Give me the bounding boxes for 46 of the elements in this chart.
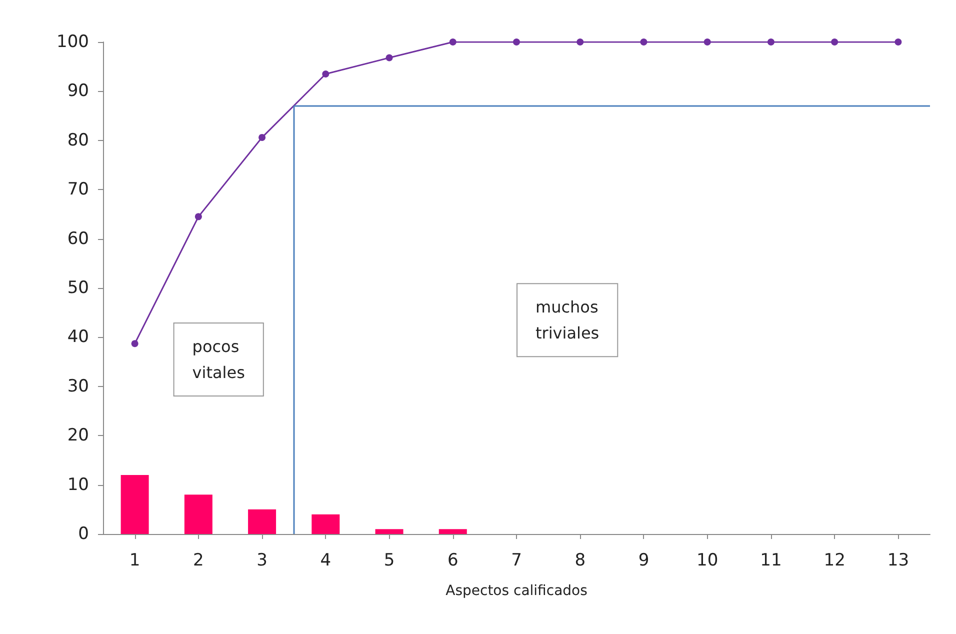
x-tick-label: 12 — [824, 550, 846, 570]
x-tick-label: 9 — [638, 550, 650, 570]
annotation: muchos triviales — [536, 298, 600, 343]
y-tick-label: 100 — [56, 32, 89, 52]
bar — [312, 514, 340, 534]
point — [831, 38, 838, 46]
bar — [184, 494, 212, 534]
annotation: pocos vitales — [192, 336, 245, 382]
point — [131, 340, 138, 348]
bar — [438, 529, 467, 534]
point — [386, 54, 393, 62]
point — [704, 38, 711, 46]
x-tick-label: 10 — [696, 550, 718, 570]
x-tick-label: 6 — [447, 550, 458, 570]
point — [194, 213, 202, 220]
x-tick-label: 8 — [574, 550, 586, 570]
point — [894, 38, 902, 46]
y-tick-label: 70 — [67, 180, 89, 200]
x-axis-title: Aspectos calificados — [446, 583, 588, 599]
bar — [120, 474, 149, 534]
y-tick-label: 50 — [67, 278, 89, 298]
x-tick-label: 7 — [511, 550, 522, 570]
x-tick-label: 11 — [760, 550, 782, 570]
point — [576, 38, 584, 46]
x-tick-label: 4 — [320, 550, 332, 570]
point — [322, 70, 330, 78]
y-tick-label: 20 — [67, 426, 89, 446]
point — [767, 38, 774, 46]
point — [258, 134, 266, 141]
x-tick-label: 3 — [256, 550, 268, 570]
y-tick-label: 10 — [67, 474, 89, 495]
y-tick-label: 0 — [78, 524, 89, 544]
y-tick-label: 40 — [67, 327, 89, 348]
y-tick-label: 60 — [67, 228, 89, 249]
point — [513, 38, 520, 46]
bar — [375, 529, 404, 534]
x-tick-label: 2 — [193, 550, 204, 570]
x-tick-label: 5 — [384, 550, 395, 570]
bar — [248, 509, 276, 534]
point — [449, 38, 456, 46]
x-tick-label: 13 — [887, 550, 910, 570]
y-tick-label: 80 — [67, 130, 89, 150]
point — [640, 38, 648, 46]
x-tick-label: 1 — [129, 550, 140, 570]
y-tick-label: 30 — [67, 376, 89, 396]
y-tick-label: 90 — [67, 81, 89, 102]
